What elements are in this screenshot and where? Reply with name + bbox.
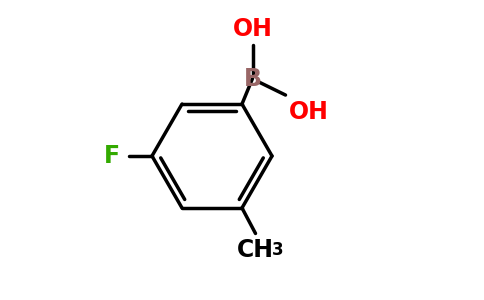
Text: 3: 3 [272, 241, 284, 259]
Text: OH: OH [288, 100, 328, 124]
Text: F: F [105, 144, 121, 168]
Text: B: B [243, 67, 261, 91]
Text: OH: OH [233, 17, 272, 41]
Text: CH: CH [237, 238, 274, 262]
